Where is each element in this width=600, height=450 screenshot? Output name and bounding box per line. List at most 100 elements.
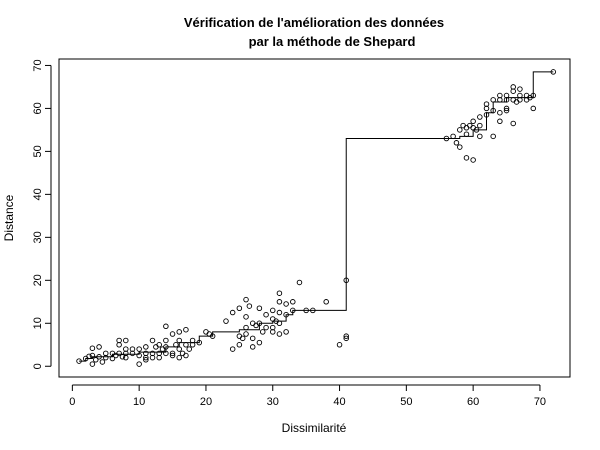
data-point xyxy=(116,337,122,344)
data-point xyxy=(323,299,329,305)
data-point xyxy=(460,122,466,129)
y-axis: 0 10 20 30 40 50 60 70 xyxy=(32,59,52,369)
data-point xyxy=(276,299,283,305)
data-point xyxy=(183,342,189,348)
data-point xyxy=(229,309,236,316)
data-point xyxy=(239,335,246,342)
data-point xyxy=(517,86,523,92)
data-point xyxy=(169,350,176,357)
data-point xyxy=(336,342,343,348)
data-point xyxy=(253,322,259,329)
data-point xyxy=(99,359,106,365)
data-point xyxy=(256,320,263,327)
x-tick-label: 20 xyxy=(200,396,212,408)
data-point xyxy=(159,346,166,352)
data-point xyxy=(510,97,516,103)
data-point xyxy=(276,320,283,327)
y-tick-label: 70 xyxy=(32,59,44,71)
x-axis: 0 10 20 30 40 50 60 70 xyxy=(69,384,546,408)
chart-title-line2: par la méthode de Shepard xyxy=(249,34,416,49)
data-point xyxy=(443,135,450,142)
data-point xyxy=(143,344,149,350)
data-point xyxy=(249,344,256,350)
data-point xyxy=(236,333,243,339)
data-point xyxy=(270,307,276,314)
data-point xyxy=(490,107,496,114)
data-point xyxy=(473,127,480,133)
data-point xyxy=(223,318,229,324)
data-point xyxy=(163,350,169,357)
data-point xyxy=(457,127,463,133)
data-point xyxy=(290,307,296,314)
data-point xyxy=(296,279,303,286)
data-point xyxy=(270,329,276,335)
data-point xyxy=(256,305,263,311)
data-point xyxy=(176,346,182,352)
data-point xyxy=(246,303,253,309)
data-point xyxy=(550,69,557,75)
data-point xyxy=(143,357,149,363)
data-point xyxy=(457,144,463,150)
data-point xyxy=(510,84,516,90)
x-tick-label: 40 xyxy=(333,396,345,408)
data-point xyxy=(270,316,276,322)
data-point xyxy=(513,99,520,105)
data-point xyxy=(136,346,142,352)
data-point xyxy=(96,354,102,360)
data-point xyxy=(310,307,316,314)
chart-title-line1: Vérification de l'amélioration des donné… xyxy=(184,15,444,30)
data-point xyxy=(92,357,99,363)
data-point xyxy=(497,118,503,125)
data-point xyxy=(503,105,510,112)
data-point xyxy=(290,299,296,305)
data-point xyxy=(163,323,169,330)
data-point xyxy=(236,305,243,311)
data-point xyxy=(129,346,136,352)
y-tick-label: 30 xyxy=(32,231,44,243)
x-tick-label: 30 xyxy=(267,396,279,408)
data-point xyxy=(467,122,473,129)
plot-frame xyxy=(58,58,571,378)
data-point xyxy=(243,331,249,337)
data-points xyxy=(76,69,557,367)
y-tick-label: 50 xyxy=(32,145,44,157)
data-point xyxy=(530,92,537,99)
data-point xyxy=(463,131,470,137)
data-point xyxy=(249,335,256,342)
data-point xyxy=(189,337,196,344)
data-point xyxy=(463,125,470,131)
shepard-step-line xyxy=(79,71,554,362)
data-point xyxy=(173,342,179,348)
data-point xyxy=(119,354,126,360)
x-axis-label: Dissimilarité xyxy=(282,421,347,435)
data-point xyxy=(196,339,203,346)
data-point xyxy=(183,352,189,359)
data-point xyxy=(243,314,249,320)
data-point xyxy=(116,350,122,357)
x-tick-label: 60 xyxy=(467,396,479,408)
data-point xyxy=(143,354,149,361)
data-point xyxy=(183,326,189,333)
data-point xyxy=(503,92,510,99)
data-point xyxy=(149,337,156,344)
data-point xyxy=(263,324,269,331)
data-point xyxy=(256,339,263,346)
data-point xyxy=(259,329,266,335)
data-point xyxy=(89,345,96,351)
data-point xyxy=(229,346,236,352)
data-point xyxy=(343,277,349,284)
data-point xyxy=(283,329,289,335)
data-point xyxy=(149,354,156,361)
data-point xyxy=(169,352,176,359)
data-point xyxy=(123,350,129,357)
data-point xyxy=(497,92,503,99)
data-point xyxy=(490,133,496,140)
data-point xyxy=(470,157,476,163)
data-point xyxy=(276,331,283,337)
data-point xyxy=(483,112,490,118)
data-point xyxy=(96,344,102,350)
data-point xyxy=(477,122,483,129)
x-tick-label: 70 xyxy=(534,396,546,408)
data-point xyxy=(89,352,96,359)
